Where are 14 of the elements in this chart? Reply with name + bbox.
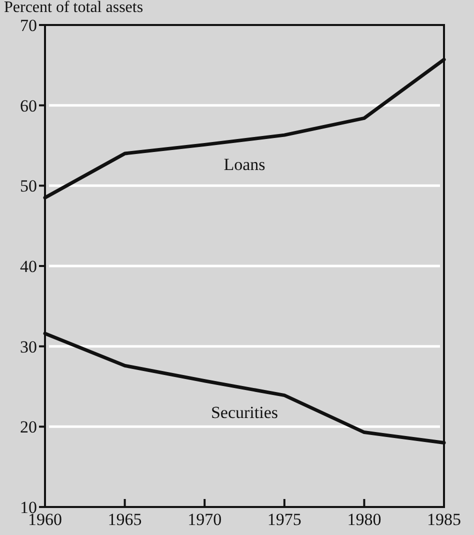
y-tick-label: 60 (20, 96, 37, 116)
series-label: Loans (224, 154, 266, 174)
series-label: Securities (210, 403, 278, 422)
y-tick-label: 40 (20, 256, 37, 276)
x-tick-label: 1980 (347, 510, 382, 529)
x-tick-label: 1970 (188, 510, 222, 529)
y-axis-title: Percent of total assets (4, 0, 144, 16)
y-tick-label: 70 (20, 16, 37, 35)
y-tick-label: 30 (20, 337, 37, 356)
x-tick-label: 1975 (267, 510, 302, 529)
y-tick-label: 20 (20, 418, 37, 437)
x-tick-label: 1965 (108, 510, 142, 529)
x-tick-label: 1985 (427, 510, 461, 529)
y-tick-label: 50 (20, 176, 37, 196)
